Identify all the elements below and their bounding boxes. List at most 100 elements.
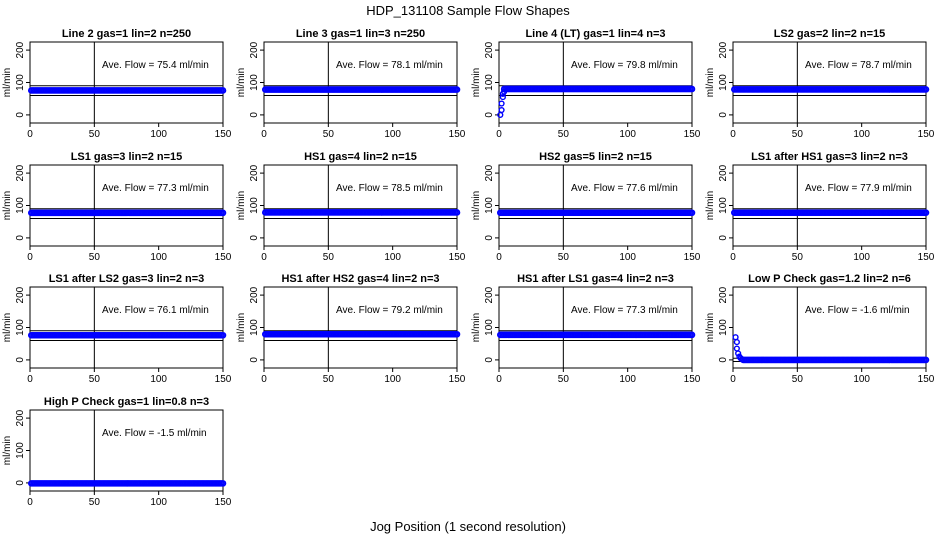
x-tick-label: 100 [150, 497, 167, 508]
y-tick-label: 200 [484, 164, 495, 181]
data-points [261, 209, 461, 216]
x-tick-label: 0 [261, 129, 267, 140]
x-tick-label: 0 [27, 252, 33, 263]
average-flow-annotation: Ave. Flow = 77.6 ml/min [571, 183, 678, 194]
x-tick-label: 100 [384, 374, 401, 385]
data-points [27, 87, 227, 94]
y-tick-label: 100 [718, 74, 729, 91]
data-point [219, 480, 227, 487]
panel-4: LS2 gas=2 lin=2 n=15 0 50 100 150 0 100 200ml/m… [705, 28, 935, 140]
y-axis-label: ml/min [236, 68, 247, 97]
x-tick-label: 50 [558, 374, 570, 385]
y-axis-label: ml/min [705, 68, 716, 97]
y-tick-label: 100 [15, 74, 26, 91]
panel-7: HS2 gas=5 lin=2 n=15 0 50 100 150 0 100 200ml/m… [471, 151, 701, 263]
x-axis: 0 50 100 150 [27, 368, 232, 385]
x-axis: 0 50 100 150 [261, 123, 466, 140]
x-tick-label: 0 [730, 252, 736, 263]
y-tick-label: 200 [15, 41, 26, 58]
x-axis: 0 50 100 150 [27, 246, 232, 263]
x-tick-label: 150 [215, 374, 232, 385]
panel-title: LS1 after LS2 gas=3 lin=2 n=3 [49, 273, 205, 285]
panel-8: LS1 after HS1 gas=3 lin=2 n=3 0 50 100 150 0 1… [705, 151, 935, 263]
x-tick-label: 50 [792, 374, 804, 385]
data-point [499, 93, 506, 101]
x-axis: 0 50 100 150 [730, 123, 935, 140]
x-tick-label: 0 [261, 374, 267, 385]
x-tick-label: 100 [384, 252, 401, 263]
average-flow-annotation: Ave. Flow = 79.2 ml/min [336, 305, 443, 316]
y-tick-label: 0 [718, 112, 729, 118]
x-tick-label: 100 [619, 129, 636, 140]
panel-grid: Line 2 gas=1 lin=2 n=250 0 50 100 150 0 100 200… [2, 28, 935, 508]
y-tick-label: 200 [249, 41, 260, 58]
x-tick-label: 100 [619, 252, 636, 263]
figure-title: HDP_131108 Sample Flow Shapes [366, 3, 570, 18]
y-tick-label: 100 [15, 442, 26, 459]
x-tick-label: 0 [496, 374, 502, 385]
data-points [261, 86, 461, 93]
x-tick-label: 150 [215, 497, 232, 508]
panel-title: Line 3 gas=1 lin=3 n=250 [296, 28, 425, 40]
data-point [922, 86, 930, 93]
x-tick-label: 100 [853, 374, 870, 385]
data-point [735, 350, 742, 357]
panel-title: HS1 after LS1 gas=4 lin=2 n=3 [517, 273, 674, 285]
average-flow-annotation: Ave. Flow = 78.1 ml/min [336, 60, 443, 71]
average-flow-annotation: Ave. Flow = 76.1 ml/min [102, 305, 209, 316]
y-tick-label: 200 [249, 286, 260, 303]
average-flow-annotation: Ave. Flow = 77.3 ml/min [571, 305, 678, 316]
data-point [453, 209, 461, 216]
x-tick-label: 150 [449, 129, 466, 140]
x-tick-label: 150 [684, 129, 701, 140]
y-tick-label: 100 [249, 197, 260, 214]
x-axis: 0 50 100 150 [496, 123, 701, 140]
panel-title: Line 4 (LT) gas=1 lin=4 n=3 [525, 28, 665, 40]
average-flow-annotation: Ave. Flow = -1.6 ml/min [805, 305, 910, 316]
x-axis: 0 50 100 150 [27, 123, 232, 140]
panel-title: Line 2 gas=1 lin=2 n=250 [62, 28, 191, 40]
x-axis: 0 50 100 150 [496, 368, 701, 385]
data-point [219, 87, 227, 94]
y-tick-label: 100 [15, 319, 26, 336]
figure-x-axis-label: Jog Position (1 second resolution) [370, 519, 566, 534]
y-axis-label: ml/min [471, 313, 482, 342]
average-flow-annotation: Ave. Flow = 75.4 ml/min [102, 60, 209, 71]
panel-1: Line 2 gas=1 lin=2 n=250 0 50 100 150 0 100 200… [2, 28, 232, 140]
y-tick-label: 200 [484, 286, 495, 303]
y-tick-label: 200 [718, 41, 729, 58]
y-axis-label: ml/min [471, 68, 482, 97]
x-tick-label: 50 [323, 129, 335, 140]
x-tick-label: 150 [684, 374, 701, 385]
data-points [496, 331, 696, 339]
x-tick-label: 0 [27, 129, 33, 140]
y-tick-label: 200 [249, 164, 260, 181]
average-flow-annotation: Ave. Flow = 79.8 ml/min [571, 60, 678, 71]
data-point [498, 106, 505, 114]
y-tick-label: 100 [718, 197, 729, 214]
x-tick-label: 50 [558, 252, 570, 263]
y-tick-label: 200 [15, 286, 26, 303]
x-axis: 0 50 100 150 [27, 491, 232, 508]
x-tick-label: 50 [558, 129, 570, 140]
y-axis-label: ml/min [2, 191, 13, 220]
x-tick-label: 100 [853, 129, 870, 140]
y-tick-label: 0 [15, 480, 26, 486]
panel-title: HS1 after HS2 gas=4 lin=2 n=3 [281, 273, 439, 285]
x-tick-label: 50 [323, 374, 335, 385]
data-point [453, 330, 461, 338]
y-axis-label: ml/min [2, 68, 13, 97]
data-points [496, 209, 696, 217]
panel-11: HS1 after LS1 gas=4 lin=2 n=3 0 50 100 150 0 1… [471, 273, 701, 385]
x-tick-label: 150 [215, 129, 232, 140]
x-tick-label: 100 [150, 252, 167, 263]
y-axis-label: ml/min [2, 313, 13, 342]
x-tick-label: 50 [89, 252, 101, 263]
